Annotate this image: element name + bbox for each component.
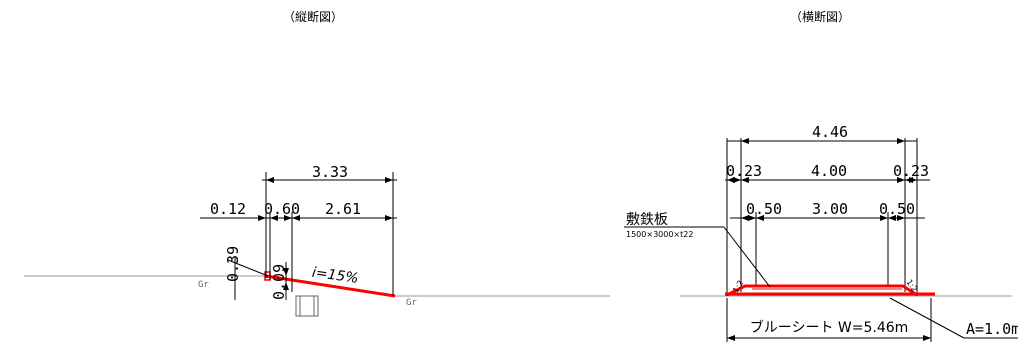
arrow [748, 215, 756, 221]
dim-overall-text: 3.33 [312, 163, 348, 181]
arrow [284, 215, 292, 221]
cx-row3-left-text: 0.50 [746, 200, 782, 218]
arrow [923, 335, 931, 341]
arrow [880, 215, 888, 221]
dim-right-text: 2.61 [325, 200, 361, 218]
dim-height-outer-text: 0.39 [224, 246, 242, 282]
arrow [909, 177, 917, 183]
plate-leader [723, 226, 771, 288]
arrow [727, 335, 735, 341]
arrow [756, 215, 764, 221]
arrow [733, 177, 741, 183]
arrow [270, 215, 278, 221]
dim-height-inner-text: 0.09 [270, 264, 288, 300]
plate-outline [726, 284, 918, 297]
arrow [897, 138, 905, 144]
a-leader [889, 297, 965, 339]
ground-label-right: Gr [406, 298, 417, 308]
slope-line [265, 274, 396, 298]
arrow [897, 177, 905, 183]
structure-outline [295, 295, 319, 317]
slope-small-left: 1:2 [731, 279, 745, 295]
arrow [741, 138, 749, 144]
sheet-dim-text: ブルーシート W=5.46m [750, 319, 909, 336]
cx-row2-right-text: 0.23 [893, 162, 929, 180]
arrow [258, 215, 266, 221]
arrow [897, 215, 905, 221]
plate-label: 敷鉄板 [626, 212, 668, 228]
arrow [266, 177, 274, 183]
cx-row2-left-text: 0.23 [726, 162, 762, 180]
dim-left-text: 0.12 [210, 200, 246, 218]
arrow [292, 215, 300, 221]
slope-label: i=15% [311, 265, 360, 287]
arrow [741, 215, 749, 221]
cx-row2-mid-text: 4.00 [811, 162, 847, 180]
cx-row3-right-text: 0.50 [879, 200, 915, 218]
dim-mid-text: 0.60 [264, 200, 300, 218]
leader-outer [227, 259, 269, 277]
ground-label-left: Gr [198, 280, 209, 290]
cross-title: （横断図） [790, 9, 850, 24]
arrow [888, 215, 896, 221]
arrow [385, 215, 393, 221]
cx-row3-mid-text: 3.00 [812, 200, 848, 218]
arrow [385, 177, 393, 183]
arrow [741, 177, 749, 183]
longitudinal-title: （縦断図） [283, 9, 343, 24]
arrow [283, 282, 289, 290]
cx-dim-overall-text: 4.46 [812, 123, 848, 141]
a-label: A=1.0m [966, 320, 1018, 338]
arrow [283, 268, 289, 276]
plate-spec: 1500×3000×t22 [626, 230, 693, 239]
